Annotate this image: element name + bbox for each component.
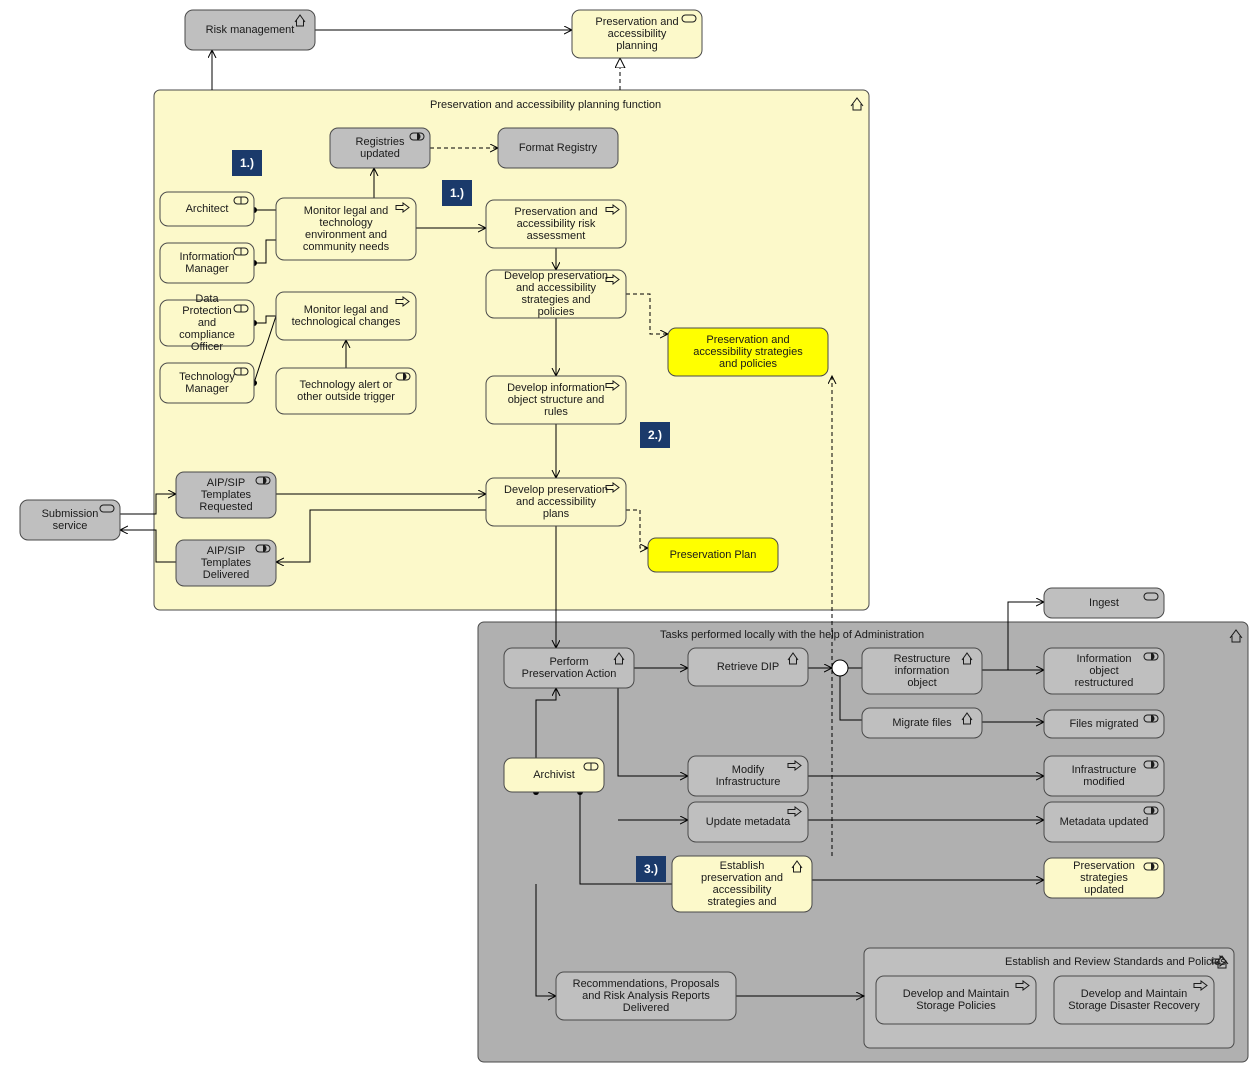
node-label: Files migrated	[1069, 718, 1138, 730]
container-title: Preservation and accessibility planning …	[430, 99, 661, 111]
node-label: Develop and MaintainStorage Policies	[903, 988, 1009, 1012]
node-label: AIP/SIPTemplatesRequested	[199, 477, 252, 513]
junction	[832, 660, 848, 676]
number-label: 3.)	[644, 862, 658, 876]
node-label: Format Registry	[519, 142, 598, 154]
node-label: Monitor legal andtechnological changes	[292, 304, 401, 328]
node-label: Update metadata	[706, 816, 791, 828]
node-label: TechnologyManager	[179, 371, 235, 395]
node-label: AIP/SIPTemplatesDelivered	[201, 545, 252, 581]
node-label: InformationManager	[179, 251, 234, 275]
number-label: 1.)	[450, 186, 464, 200]
node-label: Registriesupdated	[356, 136, 405, 160]
container-title: Establish and Review Standards and Polic…	[1005, 956, 1226, 968]
node-label: Risk management	[206, 24, 295, 36]
node-label: Retrieve DIP	[717, 661, 779, 673]
node-label: Architect	[186, 203, 229, 215]
number-label: 1.)	[240, 156, 254, 170]
node-label: Develop and MaintainStorage Disaster Rec…	[1068, 988, 1200, 1012]
node-label: Migrate files	[892, 717, 952, 729]
node-label: Ingest	[1089, 597, 1119, 609]
node-label: Preservation Plan	[670, 549, 757, 561]
node-label: Preservation andaccessibility riskassess…	[514, 206, 597, 242]
node-label: Archivist	[533, 769, 575, 781]
container-title: Tasks performed locally with the help of…	[660, 629, 924, 641]
diagram-canvas: Preservation and accessibility planning …	[0, 0, 1259, 1089]
number-label: 2.)	[648, 428, 662, 442]
node-label: Monitor legal andtechnologyenvironment a…	[303, 205, 390, 253]
node-label: Metadata updated	[1060, 816, 1149, 828]
node-label: Technology alert orother outside trigger	[297, 379, 395, 403]
